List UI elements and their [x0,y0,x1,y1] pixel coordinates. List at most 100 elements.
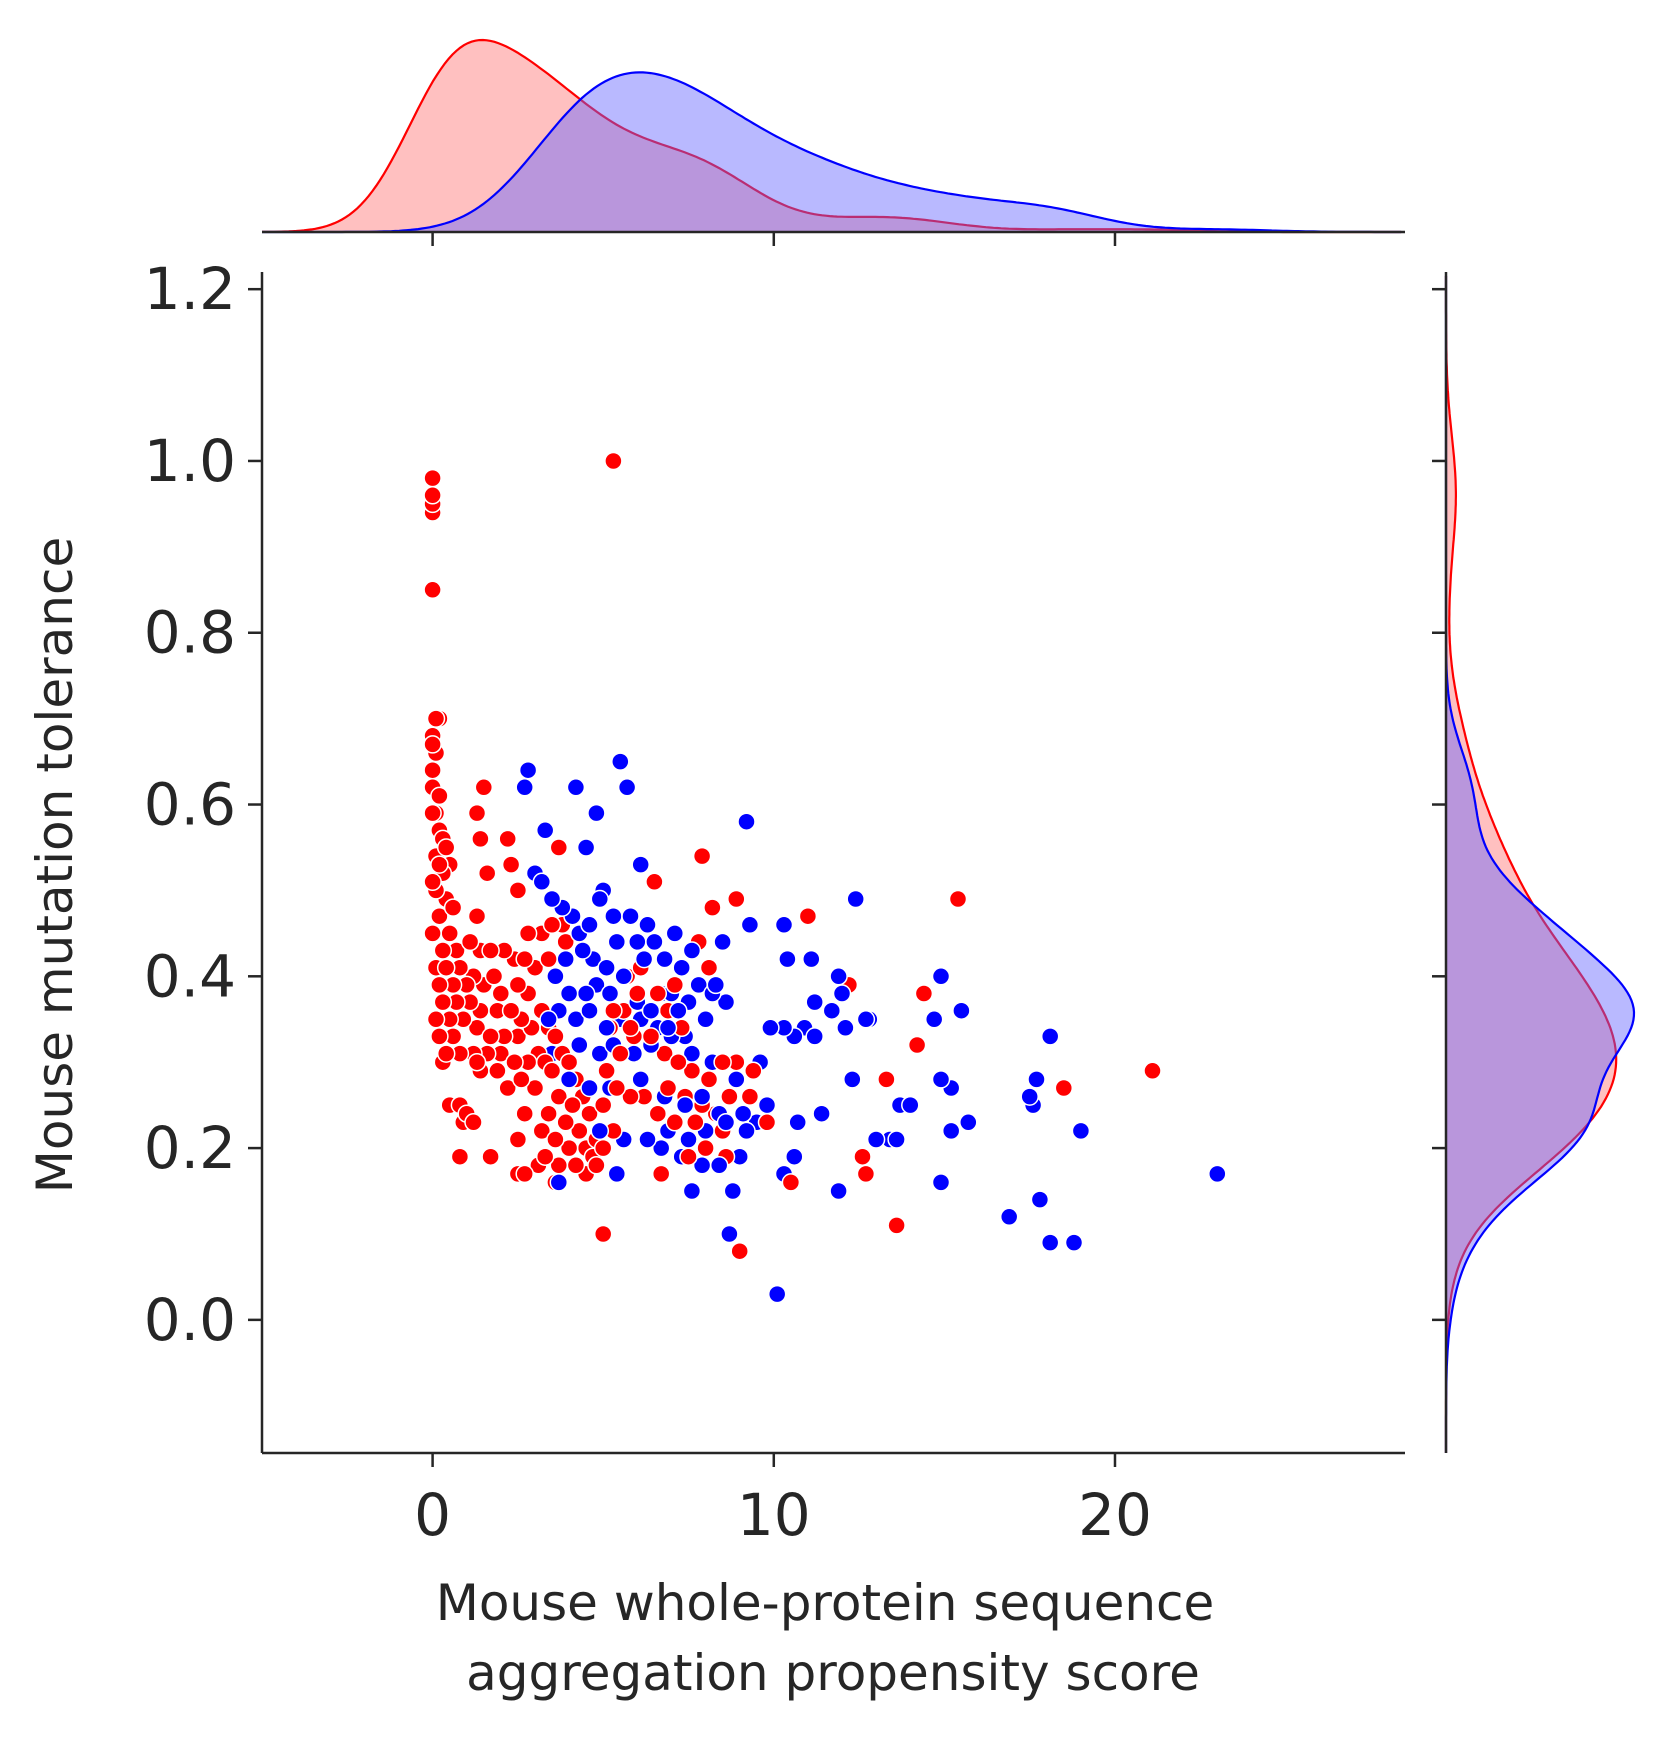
scatter-point [744,1061,763,1081]
scatter-point [436,1044,456,1063]
right-marginal-kde [1444,275,1636,1453]
scatter-point [733,1104,753,1123]
scatter-point [692,1087,712,1106]
scatter-point [675,1095,695,1115]
scatter-point [566,1156,586,1175]
scatter-point [669,1052,688,1072]
scatter-point [532,1121,552,1141]
scatter-point [682,1061,702,1081]
scatter-point [703,898,722,917]
scatter-point [692,846,712,866]
scatter-point [628,932,647,952]
scatter-point [518,924,538,943]
scatter-point [607,1078,627,1098]
scatter-point [488,1061,507,1081]
scatter-point [1030,1190,1050,1209]
scatter-point [1064,1233,1084,1252]
scatter-point [559,1052,579,1072]
scatter-point [907,1035,927,1055]
scatter-point [508,975,528,995]
scatter-point [628,984,647,1003]
scatter-point [604,1001,623,1020]
scatter-point [631,855,650,874]
scatter-point [508,881,528,900]
scatter-point [999,1207,1019,1227]
scatter-point [727,889,746,909]
scatter-point [515,1104,534,1123]
scatter-point [430,975,449,995]
scatter-point [443,898,463,917]
scatter-point [645,872,664,892]
scatter-point [621,1087,640,1106]
scatter-point [785,1147,804,1166]
scatter-point [566,778,586,797]
scatter-point [542,915,562,935]
scatter-point [542,889,562,909]
scatter-point [757,1095,777,1115]
scatter-point [580,1104,599,1123]
scatter-point [727,1070,746,1089]
scatter-point [430,1027,449,1046]
scatter-point [556,1113,575,1132]
scatter-point [423,924,442,943]
scatter-point [1208,1164,1227,1184]
scatter-point [641,1027,661,1046]
scatter-point [423,872,442,892]
scatter-point [549,1087,569,1106]
scatter-point [471,829,490,849]
scatter-point [430,906,449,926]
scatter-point [887,1216,906,1235]
scatter-point [518,760,538,780]
scatter-point [829,1181,848,1201]
scatter-point [761,1018,780,1038]
scatter-point [542,1061,562,1081]
scatter-point [798,906,818,926]
scatter-point [590,1044,610,1063]
scatter-point [621,1018,640,1038]
scatter-point [959,1113,978,1132]
scatter-point [914,984,934,1003]
scatter-point [556,949,575,969]
scatter-point [924,1010,944,1029]
scatter-point [706,975,726,995]
scatter-point [757,1113,777,1132]
right-kde-fill-0 [1446,275,1634,1453]
x-axis-label-line-1: Mouse whole-protein sequence [436,1574,1215,1632]
scatter-point [641,1001,661,1020]
right-kde-line-1 [1444,275,1618,1453]
y-tick-label: 0.4 [144,942,236,1010]
scatter-point [423,580,442,600]
scatter-point [802,949,821,969]
scatter-point [535,1147,555,1166]
top-marginal-kde [262,38,1402,234]
x-tick-label: 10 [737,1481,811,1549]
scatter-point [423,735,442,754]
scatter-point [805,1027,824,1046]
scatter-point [433,941,453,960]
y-axis-label: Mouse mutation tolerance [26,537,84,1193]
scatter-point [600,984,620,1003]
scatter-point [481,941,500,960]
scatter-point [423,468,442,488]
scatter-point [716,1113,736,1132]
scatter-point [866,1130,886,1149]
scatter-point [549,838,569,857]
scatter-point [539,1104,558,1123]
scatter-point [740,1087,760,1106]
scatter-point [645,932,664,952]
scatter-point [590,1121,610,1141]
scatter-point [467,906,487,926]
scatter-point [651,1138,671,1158]
scatter-point [631,1070,650,1089]
scatter-points [423,451,1227,1304]
y-tick-label: 0.8 [144,599,236,667]
scatter-point [450,1147,470,1166]
scatter-point [559,984,579,1003]
scatter-point [593,1138,613,1158]
scatter-point [590,889,610,909]
y-tick-label: 0.6 [144,771,236,839]
scatter-point [836,1018,855,1038]
scatter-point [604,451,623,471]
scatter-point [440,924,459,943]
scatter-point [737,812,756,831]
